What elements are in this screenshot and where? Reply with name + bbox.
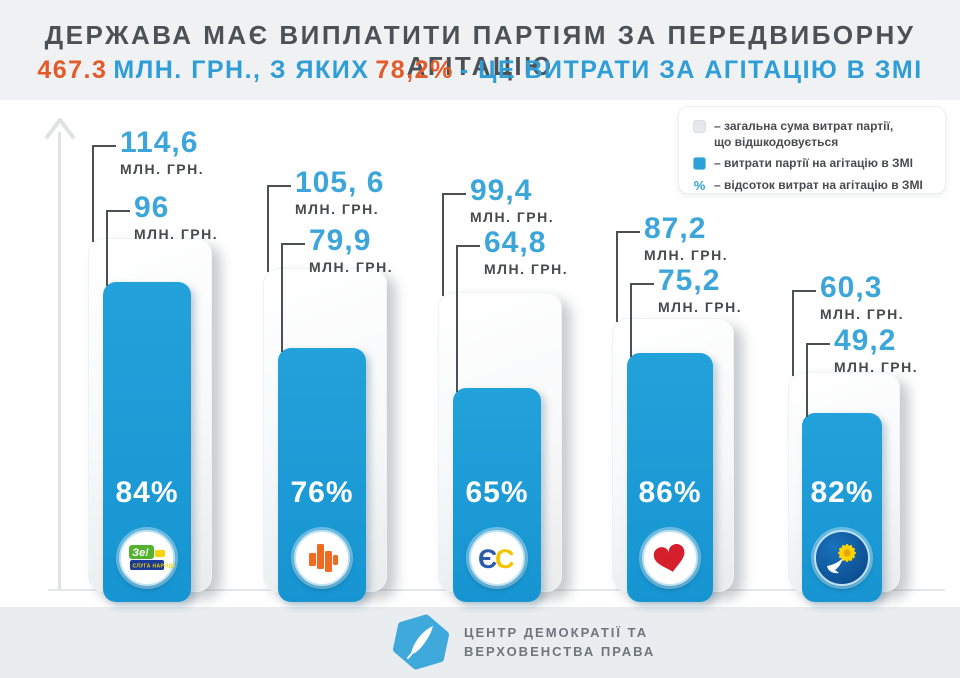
unit-total-1: МЛН. ГРН. bbox=[120, 161, 205, 177]
unit-media-5: МЛН. ГРН. bbox=[834, 359, 919, 375]
header-band bbox=[0, 0, 960, 100]
page-subtitle: 467.3 МЛН. ГРН., З ЯКИХ 78,2% - ЦЕ ВИТРАТИ … bbox=[0, 56, 960, 85]
unit-total-3: МЛН. ГРН. bbox=[470, 209, 555, 225]
percent-label-1: 84% bbox=[115, 476, 179, 509]
ze-sluha-narodu-logo: Зе! СЛУГА НАРОДУ bbox=[119, 530, 176, 586]
unit-media-3: МЛН. ГРН. bbox=[484, 261, 569, 277]
callout-total-5 bbox=[792, 290, 816, 376]
unit-media-2: МЛН. ГРН. bbox=[309, 259, 394, 275]
legend-item-percent: % – відсоток витрат на агітацію в ЗМІ bbox=[693, 178, 933, 194]
value-media-1: 96 bbox=[134, 191, 170, 224]
subtitle-tail: - ЦЕ ВИТРАТИ ЗА АГІТАЦІЮ В ЗМІ bbox=[459, 56, 923, 84]
label-total-1: 114,6 МЛН. ГРН. bbox=[120, 126, 205, 178]
yevropeiska-solidarnist-es-logo: Є С bbox=[469, 530, 525, 586]
footer-org-name: ЦЕНТР ДЕМОКРАТІЇ ТА ВЕРХОВЕНСТВА ПРАВА bbox=[464, 624, 656, 660]
label-total-4: 87,2 МЛН. ГРН. bbox=[644, 212, 729, 264]
value-total-5: 60,3 bbox=[820, 271, 883, 304]
legend-item-total-label: – загальна сума витрат партії, що відшко… bbox=[714, 119, 894, 149]
footer-band bbox=[0, 607, 960, 678]
percent-sign-icon: % bbox=[693, 177, 706, 193]
callout-media-1 bbox=[106, 210, 130, 286]
value-total-2: 105, 6 bbox=[295, 166, 385, 199]
callout-media-5 bbox=[806, 343, 830, 417]
percent-label-3: 65% bbox=[465, 476, 529, 509]
value-total-1: 114,6 bbox=[120, 126, 199, 159]
subtitle-mid: МЛН. ГРН., З ЯКИХ bbox=[113, 56, 370, 84]
legend-item-percent-label: – відсоток витрат на агітацію в ЗМІ bbox=[714, 177, 923, 192]
unit-total-2: МЛН. ГРН. bbox=[295, 201, 380, 217]
y-axis-arrow-icon bbox=[45, 118, 75, 139]
label-media-4: 75,2 МЛН. ГРН. bbox=[658, 264, 743, 316]
unit-media-4: МЛН. ГРН. bbox=[658, 299, 743, 315]
label-total-3: 99,4 МЛН. ГРН. bbox=[470, 174, 555, 226]
label-total-2: 105, 6 МЛН. ГРН. bbox=[295, 166, 385, 218]
y-axis-line bbox=[58, 132, 61, 590]
subtitle-percent: 78,2% bbox=[375, 56, 454, 84]
legend-item-media-label: – витрати партії на агітацію в ЗМІ bbox=[714, 156, 913, 171]
callout-media-3 bbox=[456, 245, 480, 392]
legend-item-media: – витрати партії на агітацію в ЗМІ bbox=[693, 156, 933, 172]
percent-label-2: 76% bbox=[290, 476, 354, 509]
value-total-3: 99,4 bbox=[470, 174, 533, 207]
callout-total-1 bbox=[92, 145, 116, 242]
label-media-2: 79,9 МЛН. ГРН. bbox=[309, 224, 394, 276]
opzzh-sunflower-logo bbox=[814, 530, 870, 586]
holos-equalizer-logo bbox=[294, 530, 350, 586]
callout-media-2 bbox=[281, 243, 305, 352]
label-total-5: 60,3 МЛН. ГРН. bbox=[820, 271, 905, 323]
value-media-3: 64,8 bbox=[484, 226, 547, 259]
unit-media-1: МЛН. ГРН. bbox=[134, 226, 219, 242]
value-media-5: 49,2 bbox=[834, 324, 897, 357]
cedem-feather-logo bbox=[392, 614, 450, 670]
unit-total-4: МЛН. ГРН. bbox=[644, 247, 729, 263]
svg-text:СЛУГА НАРОДУ: СЛУГА НАРОДУ bbox=[133, 564, 176, 570]
percent-label-5: 82% bbox=[810, 476, 874, 509]
percent-label-4: 86% bbox=[638, 476, 702, 509]
callout-media-4 bbox=[630, 283, 654, 357]
page-title: ДЕРЖАВА МАЄ ВИПЛАТИТИ ПАРТІЯМ ЗА ПЕРЕДВИ… bbox=[44, 20, 916, 81]
label-media-1: 96 МЛН. ГРН. bbox=[134, 191, 219, 243]
svg-text:Є: Є bbox=[478, 544, 497, 574]
label-media-5: 49,2 МЛН. ГРН. bbox=[834, 324, 919, 376]
value-total-4: 87,2 bbox=[644, 212, 707, 245]
callout-total-3 bbox=[442, 193, 466, 296]
footer-org: ЦЕНТР ДЕМОКРАТІЇ ТА ВЕРХОВЕНСТВА ПРАВА bbox=[392, 613, 655, 671]
legend-item-total: – загальна сума витрат партії, що відшко… bbox=[693, 119, 933, 150]
value-media-2: 79,9 bbox=[309, 224, 372, 257]
subtitle-amount: 467.3 bbox=[37, 56, 108, 84]
callout-total-2 bbox=[267, 185, 291, 272]
batkivshchyna-heart-logo bbox=[642, 530, 698, 586]
unit-total-5: МЛН. ГРН. bbox=[820, 306, 905, 322]
blue-swatch-icon bbox=[693, 157, 706, 171]
callout-total-4 bbox=[616, 231, 640, 322]
label-media-3: 64,8 МЛН. ГРН. bbox=[484, 226, 569, 278]
value-media-4: 75,2 bbox=[658, 264, 721, 297]
svg-text:Зе!: Зе! bbox=[132, 547, 149, 559]
svg-text:С: С bbox=[495, 544, 515, 574]
legend: – загальна сума витрат партії, що відшко… bbox=[678, 106, 946, 194]
gray-swatch-icon bbox=[693, 120, 706, 133]
